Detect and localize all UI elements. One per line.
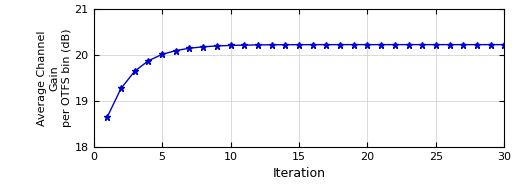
X-axis label: Iteration: Iteration	[272, 167, 326, 180]
Y-axis label: Average Channel
Gain
per OTFS bin (dB): Average Channel Gain per OTFS bin (dB)	[37, 29, 72, 127]
